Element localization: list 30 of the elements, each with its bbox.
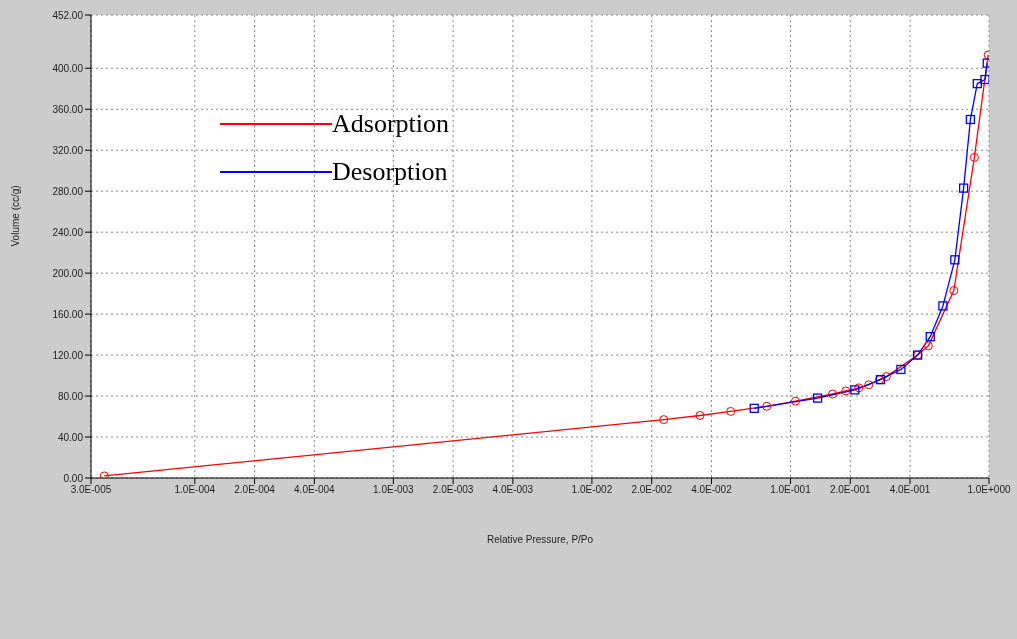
y-tick-label: 200.00	[52, 267, 84, 279]
x-tick-label: 2.0E-004	[234, 484, 276, 496]
x-tick-label: 2.0E-001	[829, 484, 871, 496]
y-tick-label: 452.00	[52, 9, 84, 21]
x-tick-label: 1.0E+000	[967, 484, 1011, 496]
y-tick-label: 160.00	[52, 308, 84, 320]
x-tick-label: 4.0E-004	[294, 484, 336, 496]
x-tick-label: 3.0E-005	[70, 484, 112, 496]
y-tick-label: 400.00	[52, 62, 84, 74]
y-tick-label: 120.00	[52, 349, 84, 361]
x-tick-label: 2.0E-003	[432, 484, 474, 496]
y-tick-label: 80.00	[57, 390, 84, 402]
x-tick-label: 1.0E-002	[571, 484, 613, 496]
x-tick-label: 2.0E-002	[631, 484, 673, 496]
legend-label: Adsorption	[332, 109, 449, 139]
legend-label: Desorption	[332, 157, 448, 187]
y-tick-label: 240.00	[52, 226, 84, 238]
x-tick-label: 1.0E-003	[373, 484, 415, 496]
y-tick-label: 40.00	[57, 431, 84, 443]
y-tick-label: 320.00	[52, 144, 84, 156]
y-tick-label: 360.00	[52, 103, 84, 115]
x-tick-label: 4.0E-003	[492, 484, 534, 496]
x-tick-label: 4.0E-002	[691, 484, 733, 496]
x-tick-label: 1.0E-001	[770, 484, 812, 496]
x-tick-label: 1.0E-004	[174, 484, 216, 496]
y-tick-label: 280.00	[52, 185, 84, 197]
y-axis-title: Volume (cc/g)	[9, 185, 21, 247]
y-tick-label: 0.00	[63, 472, 84, 484]
x-axis-title: Relative Pressure, P/Po	[486, 534, 594, 545]
x-tick-label: 4.0E-001	[889, 484, 931, 496]
